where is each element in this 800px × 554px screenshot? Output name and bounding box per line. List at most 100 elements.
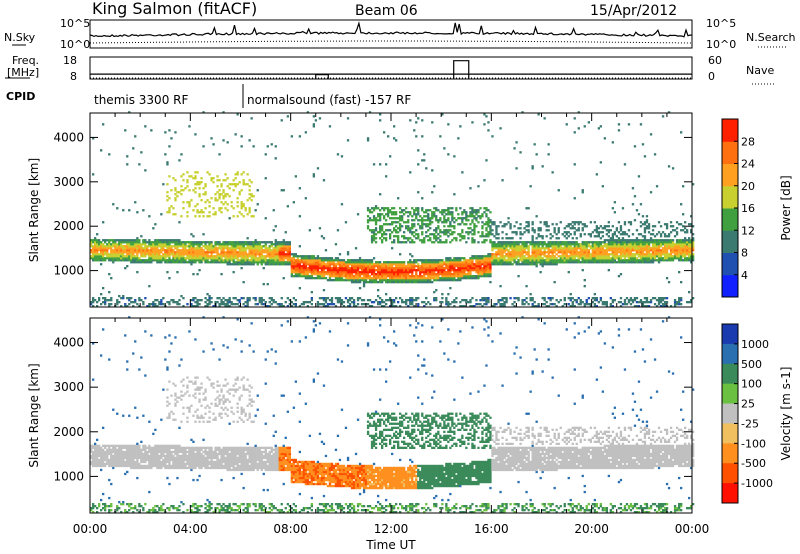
heatmap-cell <box>617 231 621 234</box>
heatmap-cell <box>348 299 352 302</box>
heatmap-cell <box>144 247 147 250</box>
heatmap-cell <box>583 251 586 254</box>
heatmap-cell <box>150 129 153 132</box>
heatmap-cell <box>407 239 410 242</box>
heatmap-cell <box>232 189 235 192</box>
heatmap-cell <box>449 273 452 276</box>
heatmap-cell <box>393 279 396 282</box>
heatmap-cell <box>465 217 468 220</box>
heatmap-cell <box>433 241 436 244</box>
heatmap-cell <box>611 235 615 238</box>
heatmap-cell <box>581 229 584 232</box>
heatmap-cell <box>246 259 249 262</box>
heatmap-cell <box>411 233 414 236</box>
heatmap-cell <box>593 245 597 248</box>
heatmap-cell <box>423 223 426 226</box>
heatmap-cell <box>160 213 163 216</box>
heatmap-cell <box>437 269 440 272</box>
heatmap-cell <box>220 185 223 188</box>
heatmap-cell <box>176 303 179 306</box>
heatmap-cell <box>340 263 344 266</box>
heatmap-cell <box>495 225 498 228</box>
heatmap-cell <box>413 275 416 278</box>
heatmap-cell <box>651 257 655 260</box>
heatmap-cell <box>292 267 296 270</box>
heatmap-cell <box>589 261 593 264</box>
heatmap-cell <box>250 255 253 258</box>
heatmap-cell <box>202 233 205 236</box>
heatmap-cell <box>591 243 595 246</box>
heatmap-cell <box>543 251 546 254</box>
heatmap-cell <box>194 187 197 190</box>
heatmap-cell <box>338 299 342 302</box>
heatmap-cell <box>222 247 225 250</box>
heatmap-cell <box>180 193 183 196</box>
heatmap-cell <box>310 263 314 266</box>
heatmap-cell <box>160 249 163 252</box>
heatmap-cell <box>334 271 338 274</box>
heatmap-cell <box>218 209 221 212</box>
heatmap-cell <box>399 269 402 272</box>
heatmap-cell <box>477 277 480 280</box>
heatmap-cell <box>539 241 542 244</box>
heatmap-cell <box>541 245 544 248</box>
heatmap-cell <box>519 253 522 256</box>
heatmap-cell <box>585 247 588 250</box>
heatmap-cell <box>352 267 356 270</box>
heatmap-cell <box>142 261 145 264</box>
heatmap-cell <box>569 255 572 258</box>
heatmap-cell <box>449 271 452 274</box>
heatmap-cell <box>629 257 633 260</box>
heatmap-cell <box>328 303 332 306</box>
heatmap-cell <box>645 257 649 260</box>
heatmap-cell <box>535 255 538 258</box>
heatmap-cell <box>631 261 635 264</box>
heatmap-cell <box>266 255 269 258</box>
heatmap-cell <box>527 251 530 254</box>
heatmap-cell <box>322 273 326 276</box>
heatmap-cell <box>220 201 223 204</box>
heatmap-cell <box>304 271 308 274</box>
heatmap-cell <box>423 271 426 274</box>
heatmap-cell <box>298 215 302 218</box>
heatmap-cell <box>174 253 177 256</box>
heatmap-cell <box>429 261 432 264</box>
heatmap-cell <box>597 235 601 238</box>
heatmap-cell <box>487 271 490 274</box>
heatmap-cell <box>164 245 167 248</box>
heatmap-cell <box>495 243 498 246</box>
heatmap-cell <box>130 249 133 252</box>
heatmap-cell <box>439 269 442 272</box>
heatmap-cell <box>579 243 582 246</box>
heatmap-cell <box>214 255 217 258</box>
heatmap-cell <box>138 261 141 264</box>
heatmap-cell <box>411 239 414 242</box>
heatmap-cell <box>274 301 277 304</box>
heatmap-cell <box>423 261 426 264</box>
heatmap-cell <box>102 251 105 254</box>
heatmap-cell <box>354 305 358 308</box>
heatmap-cell <box>425 279 428 282</box>
heatmap-cell <box>605 233 609 236</box>
heatmap-cell <box>481 297 484 300</box>
heatmap-cell <box>377 215 380 218</box>
heatmap-cell <box>577 259 580 262</box>
heatmap-cell <box>571 303 574 306</box>
heatmap-cell <box>441 209 444 212</box>
heatmap-cell <box>645 259 649 262</box>
heatmap-cell <box>340 301 344 304</box>
heatmap-cell <box>667 259 671 262</box>
heatmap-cell <box>509 223 512 226</box>
heatmap-cell <box>661 241 665 244</box>
heatmap-cell <box>284 245 287 248</box>
heatmap-cell <box>332 259 336 262</box>
heatmap-cell <box>300 271 304 274</box>
heatmap-cell <box>100 241 103 244</box>
heatmap-cell <box>659 239 663 242</box>
heatmap-cell <box>613 257 617 260</box>
heatmap-cell <box>637 249 641 252</box>
heatmap-cell <box>204 247 207 250</box>
heatmap-cell <box>254 241 257 244</box>
heatmap-cell <box>415 269 418 272</box>
heatmap-cell <box>479 269 482 272</box>
